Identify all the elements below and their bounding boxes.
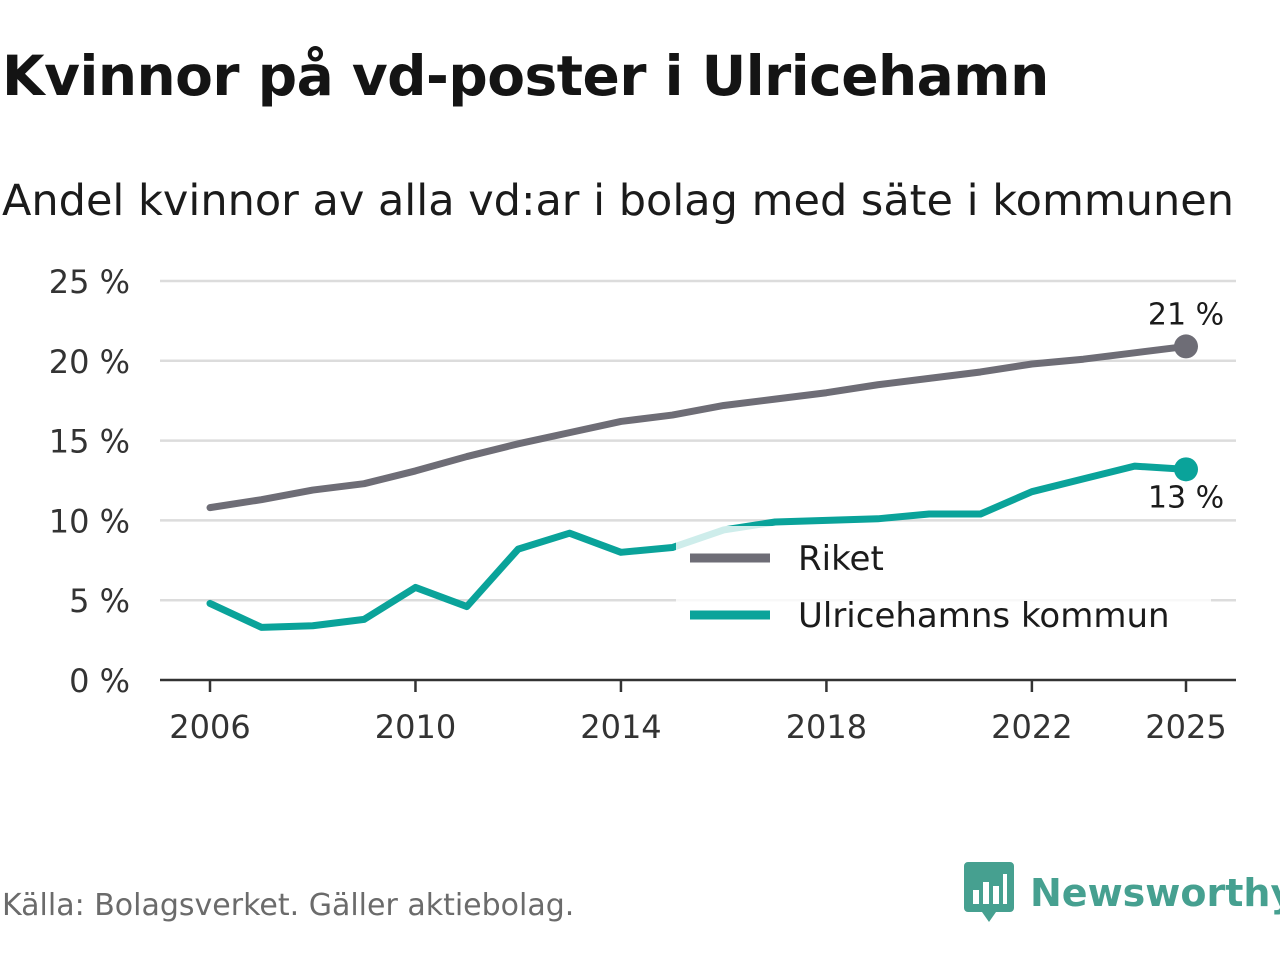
end-value-label: 21 % [1148, 297, 1224, 332]
series-line-riket [206, 342, 1190, 512]
x-tick-label: 2010 [375, 708, 456, 746]
x-tick-label: 2006 [169, 708, 250, 746]
newsworthy-logo-icon [964, 862, 1014, 922]
end-point-marker [1174, 457, 1198, 482]
brand-name: Newsworthy [1030, 871, 1280, 915]
end-point-marker [1174, 334, 1198, 359]
source-note: Källa: Bolagsverket. Gäller aktiebolag. [2, 888, 575, 923]
y-tick-label: 15 % [49, 423, 130, 461]
legend-label: Ulricehamns kommun [798, 596, 1170, 636]
legend-background [676, 526, 1211, 654]
end-value-label: 13 % [1148, 480, 1224, 515]
legend-label: Riket [798, 539, 884, 579]
x-tick-label: 2018 [786, 708, 867, 746]
x-tick-label: 2025 [1145, 708, 1226, 746]
brand-logo: Newsworthy [964, 862, 1280, 924]
y-tick-label: 5 % [69, 582, 130, 620]
chart-title: Kvinnor på vd-poster i Ulricehamn [2, 44, 1049, 108]
x-tick-label: 2014 [580, 708, 661, 746]
y-tick-label: 20 % [49, 343, 130, 381]
x-tick-label: 2022 [991, 708, 1072, 746]
y-tick-label: 10 % [49, 502, 130, 540]
y-tick-label: 25 % [49, 263, 130, 301]
chart-subtitle: Andel kvinnor av alla vd:ar i bolag med … [2, 176, 1234, 226]
y-tick-label: 0 % [69, 662, 130, 700]
